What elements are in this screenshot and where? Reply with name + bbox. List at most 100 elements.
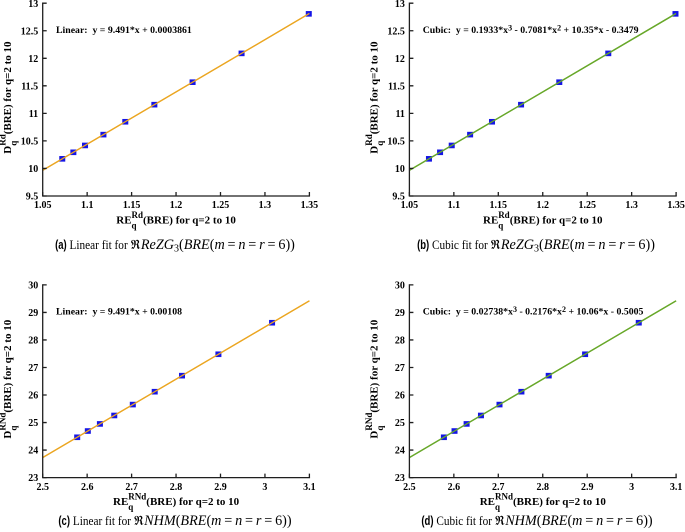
svg-text:27: 27 (28, 363, 38, 374)
svg-text:11: 11 (395, 109, 404, 120)
svg-text:n: n (596, 513, 603, 529)
svg-text:(BRE) for q=2 to 10: (BRE) for q=2 to 10 (510, 214, 603, 226)
svg-text:RNd: RNd (0, 413, 8, 431)
svg-text:30: 30 (28, 281, 38, 292)
svg-text:1.05: 1.05 (34, 200, 52, 211)
svg-text:6: 6 (636, 513, 643, 529)
svg-text:23: 23 (28, 473, 38, 484)
svg-text:12: 12 (28, 54, 38, 65)
svg-text:10.5: 10.5 (21, 137, 39, 148)
svg-text:6: 6 (278, 237, 285, 253)
svg-text:q: q (132, 221, 137, 231)
svg-text:Linear fit for: Linear fit for (70, 513, 134, 528)
svg-text:3: 3 (262, 482, 267, 493)
svg-text:(: ( (570, 237, 575, 253)
svg-text:(: ( (176, 513, 181, 529)
svg-text:n: n (235, 513, 242, 529)
svg-text:q: q (8, 141, 18, 146)
svg-text:29: 29 (28, 308, 38, 319)
svg-text:n: n (238, 237, 245, 253)
svg-text:(: ( (567, 513, 572, 529)
svg-text:BRE: BRE (184, 237, 210, 253)
svg-text:2: 2 (562, 305, 566, 314)
svg-text:=: = (605, 237, 619, 253)
svg-text:Rd: Rd (0, 134, 8, 146)
svg-text:Cubic: y = 0.1933*x: Cubic: y = 0.1933*x (423, 25, 508, 36)
svg-text:NHM: NHM (504, 513, 538, 529)
svg-text:1.15: 1.15 (123, 200, 141, 211)
svg-text:+ 10.06*x - 0.5005: + 10.06*x - 0.5005 (566, 307, 644, 318)
svg-text:2.8: 2.8 (170, 482, 183, 493)
svg-text:=: = (265, 237, 279, 253)
svg-text:=: = (622, 513, 636, 529)
svg-text:25: 25 (395, 418, 405, 429)
svg-text:q: q (375, 141, 385, 146)
svg-text:=: = (221, 513, 235, 529)
svg-text:2.6: 2.6 (448, 482, 461, 493)
svg-text:1.25: 1.25 (578, 200, 596, 211)
svg-text:=: = (242, 513, 256, 529)
svg-text:)): )) (282, 513, 292, 529)
svg-text:3: 3 (174, 244, 179, 255)
svg-text:28: 28 (28, 336, 38, 347)
svg-text:(a): (a) (55, 239, 67, 253)
svg-text:BRE: BRE (541, 513, 567, 529)
svg-text:2: 2 (557, 23, 561, 32)
svg-text:1.35: 1.35 (667, 200, 685, 211)
svg-text:Linear: y = 9.491*x + 0.00038: Linear: y = 9.491*x + 0.0003861 (56, 25, 192, 36)
svg-text:(BRE) for q=2 to 10: (BRE) for q=2 to 10 (146, 496, 239, 508)
svg-text:(: ( (210, 237, 215, 253)
svg-text:23: 23 (395, 473, 405, 484)
svg-text:q: q (8, 426, 18, 431)
svg-text:)): )) (285, 237, 295, 253)
svg-text:3.1: 3.1 (303, 482, 316, 493)
svg-text:=: = (585, 237, 599, 253)
svg-text:(BRE) for q=2 to 10: (BRE) for q=2 to 10 (143, 214, 236, 226)
svg-text:(BRE) for q=2 to 10: (BRE) for q=2 to 10 (2, 41, 14, 134)
svg-text:- 0.7081*x: - 0.7081*x (512, 25, 557, 36)
svg-text:RNd: RNd (364, 413, 374, 431)
svg-text:1.2: 1.2 (536, 200, 549, 211)
svg-text:1.3: 1.3 (625, 200, 638, 211)
svg-text:(BRE) for q=2 to 10: (BRE) for q=2 to 10 (369, 41, 381, 134)
svg-text:2.9: 2.9 (214, 482, 227, 493)
svg-text:2.6: 2.6 (81, 482, 94, 493)
svg-text:2.8: 2.8 (536, 482, 549, 493)
svg-text:+ 10.35*x - 0.3479: + 10.35*x - 0.3479 (561, 25, 639, 36)
svg-text:3: 3 (629, 482, 634, 493)
svg-text:6: 6 (275, 513, 282, 529)
svg-text:NHM: NHM (143, 513, 177, 529)
svg-text:12: 12 (395, 54, 405, 65)
svg-text:ReZG: ReZG (500, 237, 534, 253)
svg-text:3: 3 (513, 305, 517, 314)
svg-text:1.35: 1.35 (301, 200, 319, 211)
svg-text:9.5: 9.5 (26, 192, 39, 203)
svg-text:25: 25 (28, 418, 38, 429)
svg-text:Rd: Rd (498, 210, 510, 220)
svg-text:m: m (211, 513, 221, 529)
svg-text:13: 13 (395, 0, 405, 10)
svg-text:6: 6 (638, 237, 645, 253)
svg-text:30: 30 (395, 281, 405, 292)
svg-text:m: m (214, 237, 224, 253)
svg-text:(: ( (537, 513, 542, 529)
svg-text:r: r (256, 513, 262, 529)
svg-text:24: 24 (395, 446, 405, 457)
svg-text:q: q (495, 502, 500, 512)
svg-text:BRE: BRE (544, 237, 570, 253)
svg-text:D: D (2, 431, 14, 439)
svg-text:n: n (598, 237, 605, 253)
svg-text:RE: RE (480, 496, 495, 508)
svg-text:RNd: RNd (128, 491, 146, 501)
svg-text:D: D (2, 146, 14, 154)
svg-text:Linear fit for: Linear fit for (67, 237, 131, 252)
svg-text:Cubic fit for: Cubic fit for (429, 237, 490, 252)
svg-text:=: = (603, 513, 617, 529)
svg-text:1.1: 1.1 (81, 200, 94, 211)
svg-text:r: r (259, 237, 265, 253)
svg-text:11: 11 (29, 109, 38, 120)
svg-text:=: = (245, 237, 259, 253)
svg-text:=: = (225, 237, 239, 253)
svg-text:1.2: 1.2 (170, 200, 183, 211)
svg-text:1.25: 1.25 (212, 200, 230, 211)
